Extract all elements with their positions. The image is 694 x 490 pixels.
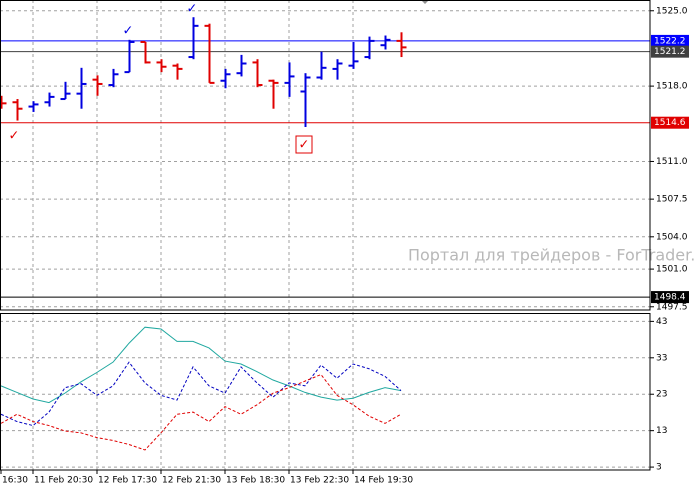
x-tick-label: 14 Feb 19:30 xyxy=(354,476,413,486)
level-label: 1514.6 xyxy=(654,118,686,128)
y-tick-label: 1501.0 xyxy=(656,265,688,275)
level-label-box xyxy=(651,116,689,129)
level-label: 1522.2 xyxy=(654,36,686,46)
marker-box xyxy=(295,135,313,154)
x-tick-label: 12 Feb 21:30 xyxy=(162,476,221,486)
y-tick-label: 1504.0 xyxy=(656,232,688,242)
y-tick-label: 1511.0 xyxy=(656,157,688,167)
y-tick-label: 3 xyxy=(656,463,662,473)
y-tick-label: 1507.5 xyxy=(656,195,688,205)
level-label-box xyxy=(651,45,689,58)
level-label-box xyxy=(651,34,689,47)
y-tick-label: 1525.0 xyxy=(656,6,688,16)
level-label: 1498.4 xyxy=(654,293,686,303)
y-tick-label: 1497.5 xyxy=(656,302,688,312)
plot-frame xyxy=(0,0,651,311)
marker: ✓ xyxy=(9,129,20,144)
y-tick-label: 1518.0 xyxy=(656,82,688,92)
level-label-box xyxy=(651,291,689,304)
x-tick-label: 13 Feb 18:30 xyxy=(226,476,285,486)
marker: ✓ xyxy=(187,2,198,17)
marker: ✓ xyxy=(299,138,310,153)
watermark: Портал для трейдеров - ForTrader.ru xyxy=(408,246,694,265)
indicator-line xyxy=(0,373,402,451)
x-tick-label: 11 Feb 20:30 xyxy=(34,476,93,486)
x-tick-label: 12 Feb 17:30 xyxy=(98,476,157,486)
level-label: 1521.2 xyxy=(654,47,686,57)
marker: ✓ xyxy=(123,24,134,39)
x-tick-label: 13 Feb 22:30 xyxy=(290,476,349,486)
indicator-line xyxy=(0,361,402,427)
y-tick-label: 33 xyxy=(656,353,667,363)
plot-frame xyxy=(0,313,651,471)
x-tick-label: 16:30 xyxy=(2,476,28,486)
y-tick-label: 43 xyxy=(656,317,667,327)
indicator-line xyxy=(0,326,402,404)
y-tick-label: 23 xyxy=(656,390,667,400)
y-tick-label: 13 xyxy=(656,426,667,436)
